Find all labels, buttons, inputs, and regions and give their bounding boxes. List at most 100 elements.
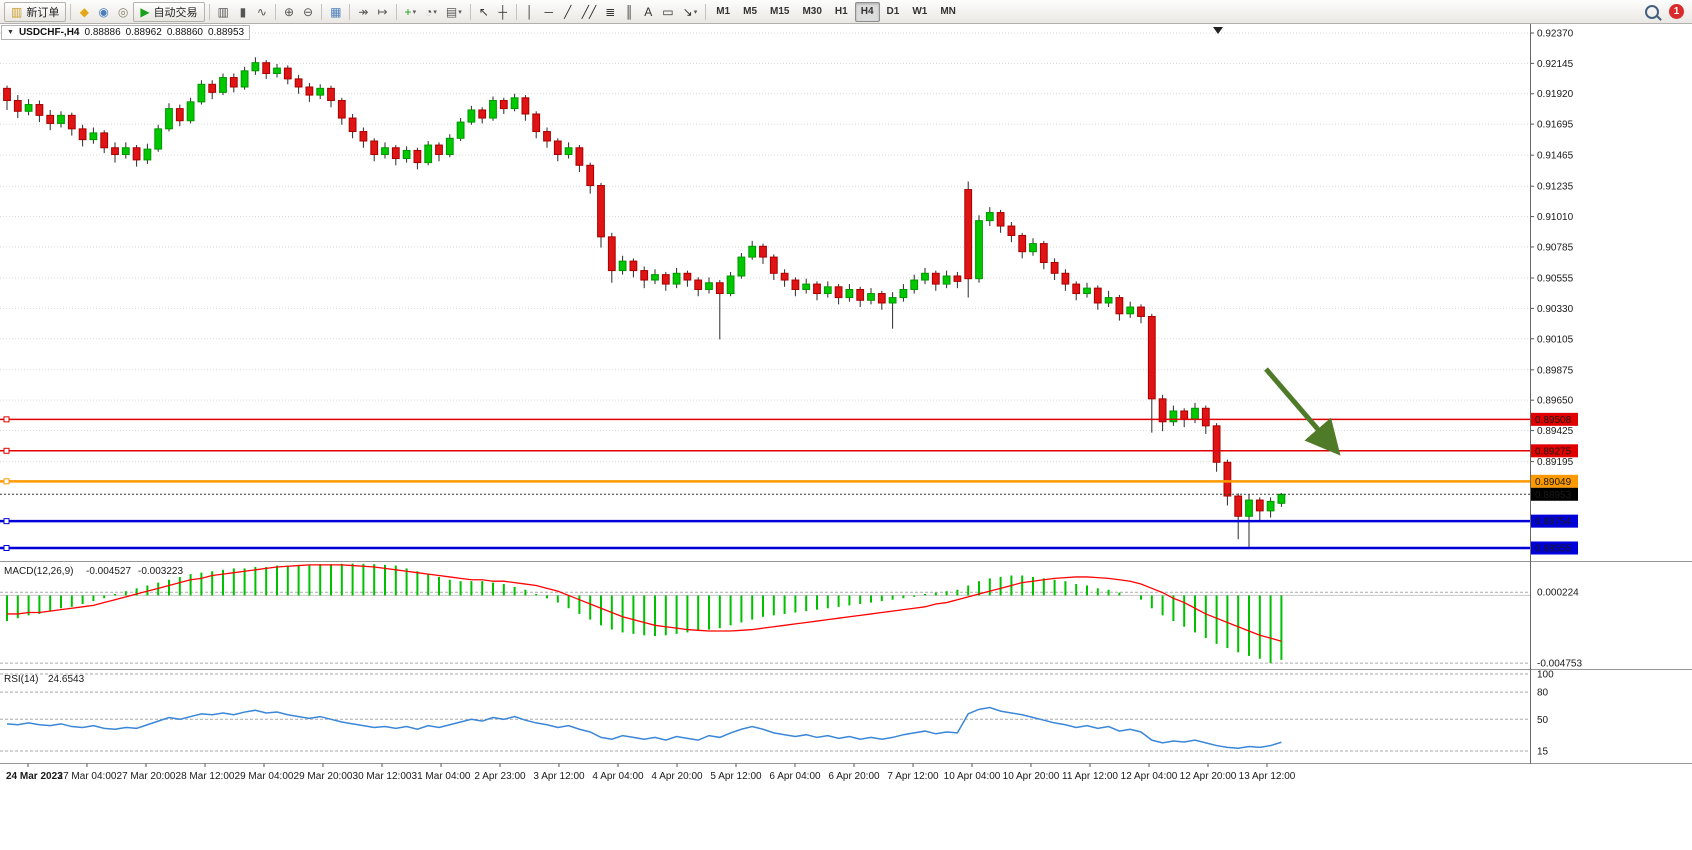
svg-text:0.90105: 0.90105: [1537, 334, 1574, 345]
text-button[interactable]: A: [639, 2, 657, 22]
macd-panel: 0.000224 -0.004753 MACD(12,26,9) -0.004527-…: [0, 563, 1582, 670]
community-icon: ◎: [117, 4, 129, 19]
chart-shift-button[interactable]: ↦: [373, 2, 391, 22]
trendline-button[interactable]: ╱: [559, 2, 577, 22]
tf-button-m15[interactable]: M15: [770, 6, 790, 17]
svg-text:0.91465: 0.91465: [1537, 151, 1574, 162]
svg-text:30 Mar 12:00: 30 Mar 12:00: [353, 771, 412, 782]
dropdown-caret-icon: ▾: [693, 8, 698, 16]
toolbar-separator: [208, 3, 210, 20]
auto-trading-button[interactable]: ▶ 自动交易: [133, 1, 205, 22]
zoom-in-button[interactable]: ⊕: [280, 2, 298, 22]
chart-area: 0.89508 0.89275 0.89049 0.88754 0.88555 0.889…: [0, 24, 1692, 850]
tf-button-m30[interactable]: M30: [802, 6, 822, 17]
macd-value-signal: -0.003223: [138, 566, 183, 577]
hline-0.89275[interactable]: 0.89275: [0, 444, 1578, 458]
toolbar-separator: [395, 3, 397, 20]
auto-scroll-button[interactable]: ↠: [354, 2, 372, 22]
svg-text:10 Apr 04:00: 10 Apr 04:00: [944, 771, 1001, 782]
cycle-lines-icon: ║: [625, 4, 634, 19]
toolbar-separator: [274, 3, 276, 20]
bar-chart-button[interactable]: ▥: [214, 2, 233, 22]
hline-0.88555[interactable]: 0.88555: [0, 541, 1578, 555]
rsi-label: RSI(14): [4, 674, 38, 685]
tf-button-h4[interactable]: H4: [854, 1, 880, 22]
price-axis[interactable]: 0.92370 0.92145 0.91920 0.91695 0.91465 0.912…: [1530, 29, 1574, 469]
svg-text:0.89275: 0.89275: [1535, 446, 1572, 457]
svg-text:0.89508: 0.89508: [1535, 415, 1572, 426]
channel-button[interactable]: ╱╱: [578, 2, 600, 22]
vertical-line-button[interactable]: │: [521, 2, 539, 22]
vertical-line-icon: │: [526, 4, 534, 19]
zoom-out-button[interactable]: ⊖: [299, 2, 317, 22]
cursor-button[interactable]: ↖: [475, 2, 493, 22]
tf-button-mn[interactable]: MN: [940, 6, 956, 17]
tile-windows-button[interactable]: ▦: [326, 2, 345, 22]
rsi-line: [6, 706, 1282, 750]
macd-label: MACD(12,26,9): [4, 566, 73, 577]
templates-icon: ▤: [445, 4, 458, 19]
tf-button-d1[interactable]: D1: [886, 6, 900, 17]
tf-button-h1[interactable]: H1: [834, 6, 848, 17]
candlestick-chart-button[interactable]: ▮: [234, 2, 252, 22]
mql-editor-icon: ◆: [79, 4, 89, 19]
notification-badge[interactable]: 1: [1669, 4, 1684, 19]
toolbar-buttons: ▥ 新订单 ◆ ◉ ◎ ▶ 自动交易 ▥ ▮ ∿ ⊕ ⊖ ▦ ↠ ↦ + ▾ ◔ ▾ ▤ ▾ ↖ ┼ │ ─ ╱ ╱╱ ≣ ║ A ▭ ↘ ▾ M…: [4, 1, 962, 22]
label-icon: ▭: [662, 4, 674, 19]
chart-canvas[interactable]: 0.89508 0.89275 0.89049 0.88754 0.88555 0.889…: [0, 24, 1692, 850]
svg-text:2 Apr 23:00: 2 Apr 23:00: [474, 771, 526, 782]
tf-button-m1[interactable]: M1: [716, 6, 731, 17]
crosshair-button[interactable]: ┼: [494, 2, 512, 22]
svg-text:4 Apr 20:00: 4 Apr 20:00: [651, 771, 703, 782]
chart-dropdown-icon[interactable]: ▼: [7, 29, 14, 36]
templates-button[interactable]: ▤ ▾: [442, 2, 466, 22]
indicators-icon: +: [404, 4, 412, 19]
label-button[interactable]: ▭: [658, 2, 677, 22]
hline-0.88754[interactable]: 0.88754: [0, 514, 1578, 528]
low-value: 0.88860: [166, 27, 203, 38]
mql-editor-button[interactable]: ◆: [75, 2, 93, 22]
annotation-arrow[interactable]: [1264, 367, 1341, 456]
tf-button-m5[interactable]: M5: [743, 6, 758, 17]
chart-shift-marker[interactable]: [1213, 27, 1223, 34]
horizontal-line-button[interactable]: ─: [540, 2, 558, 22]
indicators-button[interactable]: + ▾: [401, 2, 421, 22]
periods-icon: ◔: [425, 4, 433, 19]
svg-text:13 Apr 12:00: 13 Apr 12:00: [1239, 771, 1296, 782]
svg-text:5 Apr 12:00: 5 Apr 12:00: [710, 771, 762, 782]
market-button[interactable]: ◉: [94, 2, 112, 22]
svg-text:27 Mar 20:00: 27 Mar 20:00: [117, 771, 176, 782]
new-order-button[interactable]: ▥ 新订单: [4, 1, 67, 22]
auto-trading-button-label: 自动交易: [153, 6, 198, 19]
arrows-button[interactable]: ↘ ▾: [679, 2, 702, 22]
candles-layer: [3, 57, 1286, 548]
price-gridlines: [0, 32, 1530, 463]
hline-0.89508[interactable]: 0.89508: [0, 412, 1578, 426]
community-button[interactable]: ◎: [114, 2, 132, 22]
dropdown-caret-icon: ▾: [412, 8, 417, 16]
svg-text:0.90785: 0.90785: [1537, 242, 1574, 253]
search-icon[interactable]: [1645, 4, 1659, 19]
current-price-line: 0.88953: [0, 487, 1578, 501]
toolbar-separator: [70, 3, 72, 20]
svg-text:0.88953: 0.88953: [1535, 490, 1572, 501]
cycle-lines-button[interactable]: ║: [620, 2, 638, 22]
svg-text:3 Apr 12:00: 3 Apr 12:00: [533, 771, 585, 782]
tf-button-w1[interactable]: W1: [912, 6, 928, 17]
hline-0.89049[interactable]: 0.89049: [0, 474, 1578, 488]
svg-text:0.91695: 0.91695: [1537, 120, 1574, 131]
channel-icon: ╱╱: [581, 4, 597, 19]
toolbar: ▥ 新订单 ◆ ◉ ◎ ▶ 自动交易 ▥ ▮ ∿ ⊕ ⊖ ▦ ↠ ↦ + ▾ ◔ ▾ ▤ ▾ ↖ ┼ │ ─ ╱ ╱╱ ≣ ║ A ▭ ↘ ▾ M…: [0, 0, 1692, 24]
svg-text:6 Apr 20:00: 6 Apr 20:00: [828, 771, 880, 782]
market-icon: ◉: [98, 4, 109, 19]
toolbar-separator: [349, 3, 351, 20]
svg-text:0.91920: 0.91920: [1537, 89, 1574, 100]
periods-button[interactable]: ◔ ▾: [421, 2, 441, 22]
chart-shift-icon: ↦: [377, 4, 388, 19]
macd-value-main: -0.004527: [86, 566, 131, 577]
line-chart-button[interactable]: ∿: [253, 2, 271, 22]
svg-text:4 Apr 04:00: 4 Apr 04:00: [592, 771, 644, 782]
fibonacci-button[interactable]: ≣: [601, 2, 619, 22]
dropdown-caret-icon: ▾: [433, 8, 437, 16]
